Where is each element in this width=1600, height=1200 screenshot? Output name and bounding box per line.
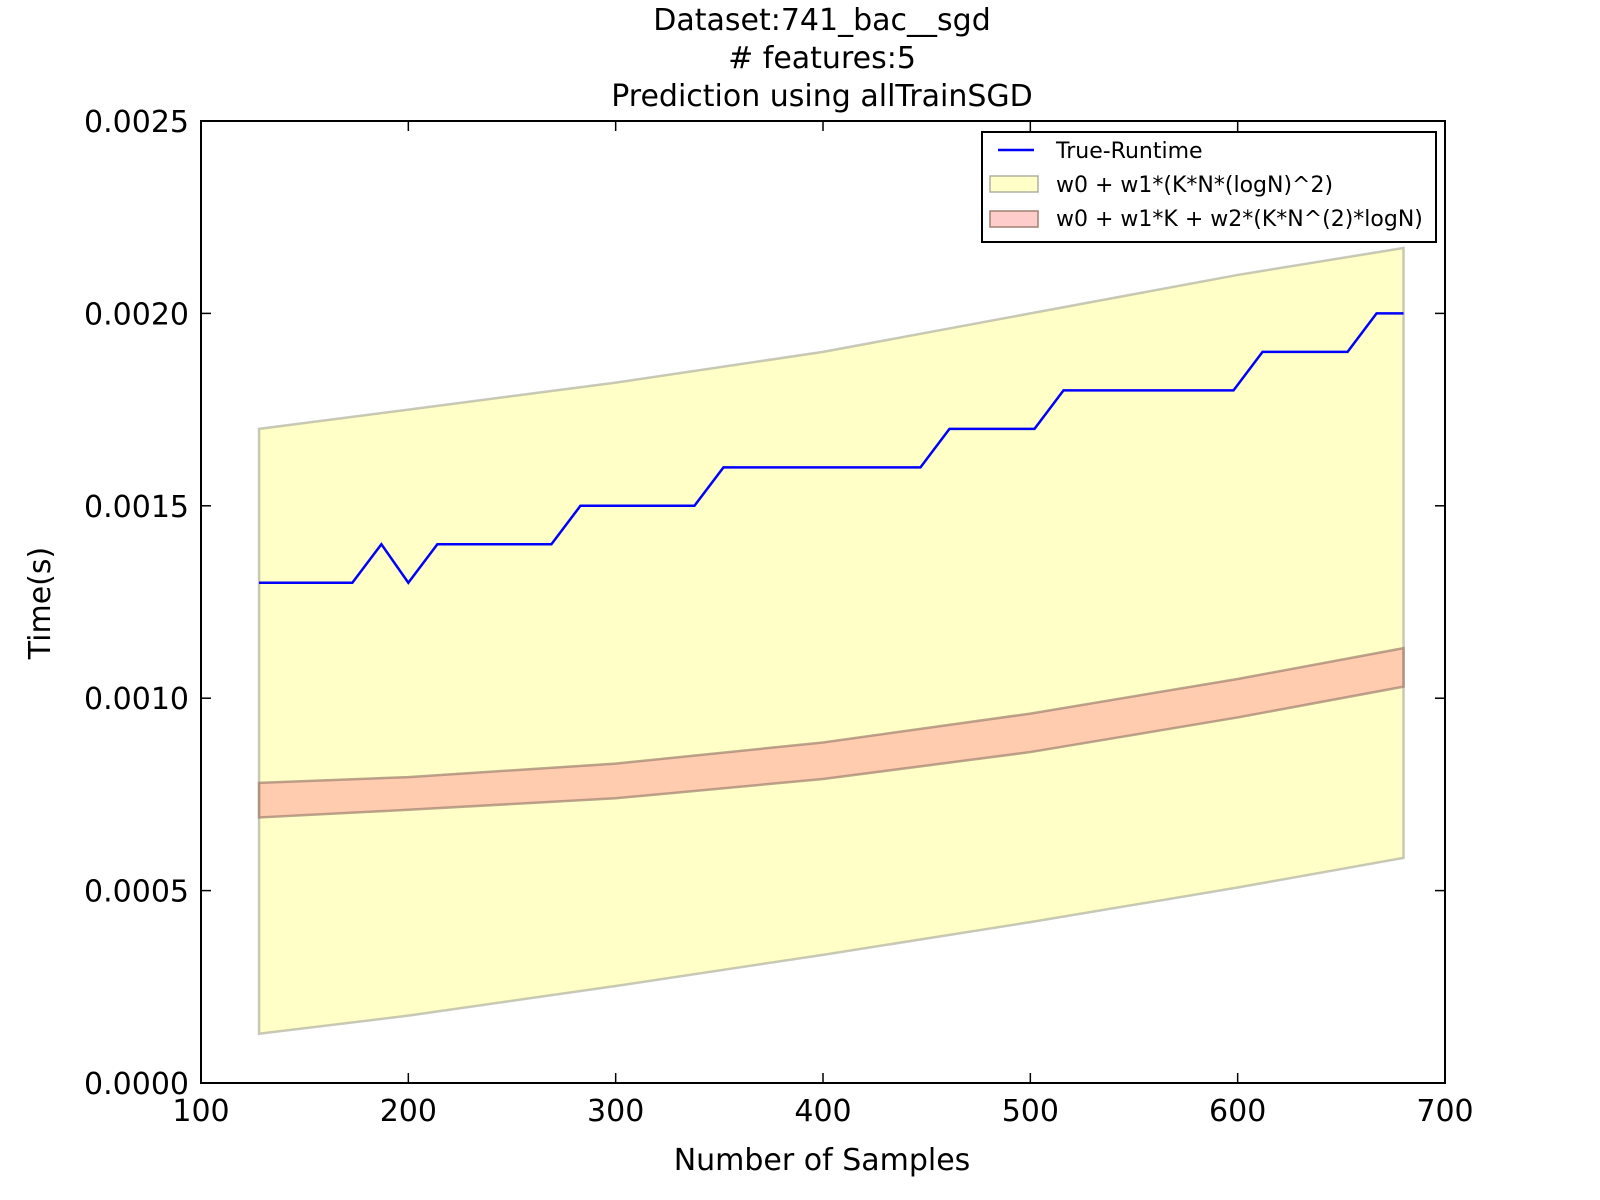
chart-title-line-1: Dataset:741_bac__sgd xyxy=(653,3,991,38)
legend-label-band-1: w0 + w1*(K*N*(logN)^2) xyxy=(1056,173,1333,198)
y-tick-label: 0.0000 xyxy=(84,1067,189,1102)
legend-label-band-2: w0 + w1*K + w2*(K*N^(2)*logN) xyxy=(1056,207,1423,232)
x-tick-label: 300 xyxy=(587,1094,644,1129)
bands-layer xyxy=(257,246,1405,1036)
x-axis-label: Number of Samples xyxy=(674,1143,971,1178)
band-2 xyxy=(257,646,1405,819)
y-tick-label: 0.0015 xyxy=(84,490,189,525)
x-tick-label: 500 xyxy=(1002,1094,1059,1129)
legend-swatch-band-2 xyxy=(989,210,1039,228)
y-tick-label: 0.0020 xyxy=(84,297,189,332)
x-tick-label: 100 xyxy=(172,1094,229,1129)
legend-label-true-runtime: True-Runtime xyxy=(1055,139,1203,164)
y-tick-label: 0.0010 xyxy=(84,682,189,717)
x-tick-label: 600 xyxy=(1209,1094,1266,1129)
band-1 xyxy=(257,246,1405,1036)
x-tick-label: 400 xyxy=(794,1094,851,1129)
legend-box xyxy=(981,131,1437,243)
legend: True-Runtime w0 + w1*(K*N*(logN)^2) w0 +… xyxy=(981,131,1437,243)
y-axis-label: Time(s) xyxy=(23,547,58,660)
x-tick-label: 200 xyxy=(380,1094,437,1129)
series-line-1 xyxy=(259,312,1404,585)
titles-layer: Dataset:741_bac__sgd # features:5 Predic… xyxy=(23,3,1033,1178)
ticks-layer: 100 200 300 400 500 600 700 0.0000 0.0005 0.0010 0… xyxy=(84,105,1474,1129)
y-tick-label: 0.0025 xyxy=(84,105,189,140)
lines-layer xyxy=(259,312,1404,585)
legend-swatch-band-1 xyxy=(989,175,1039,193)
chart-title-line-3: Prediction using allTrainSGD xyxy=(611,79,1033,114)
y-tick-label: 0.0005 xyxy=(84,875,189,910)
x-tick-label: 700 xyxy=(1416,1094,1473,1129)
chart-title-line-2: # features:5 xyxy=(728,41,916,76)
